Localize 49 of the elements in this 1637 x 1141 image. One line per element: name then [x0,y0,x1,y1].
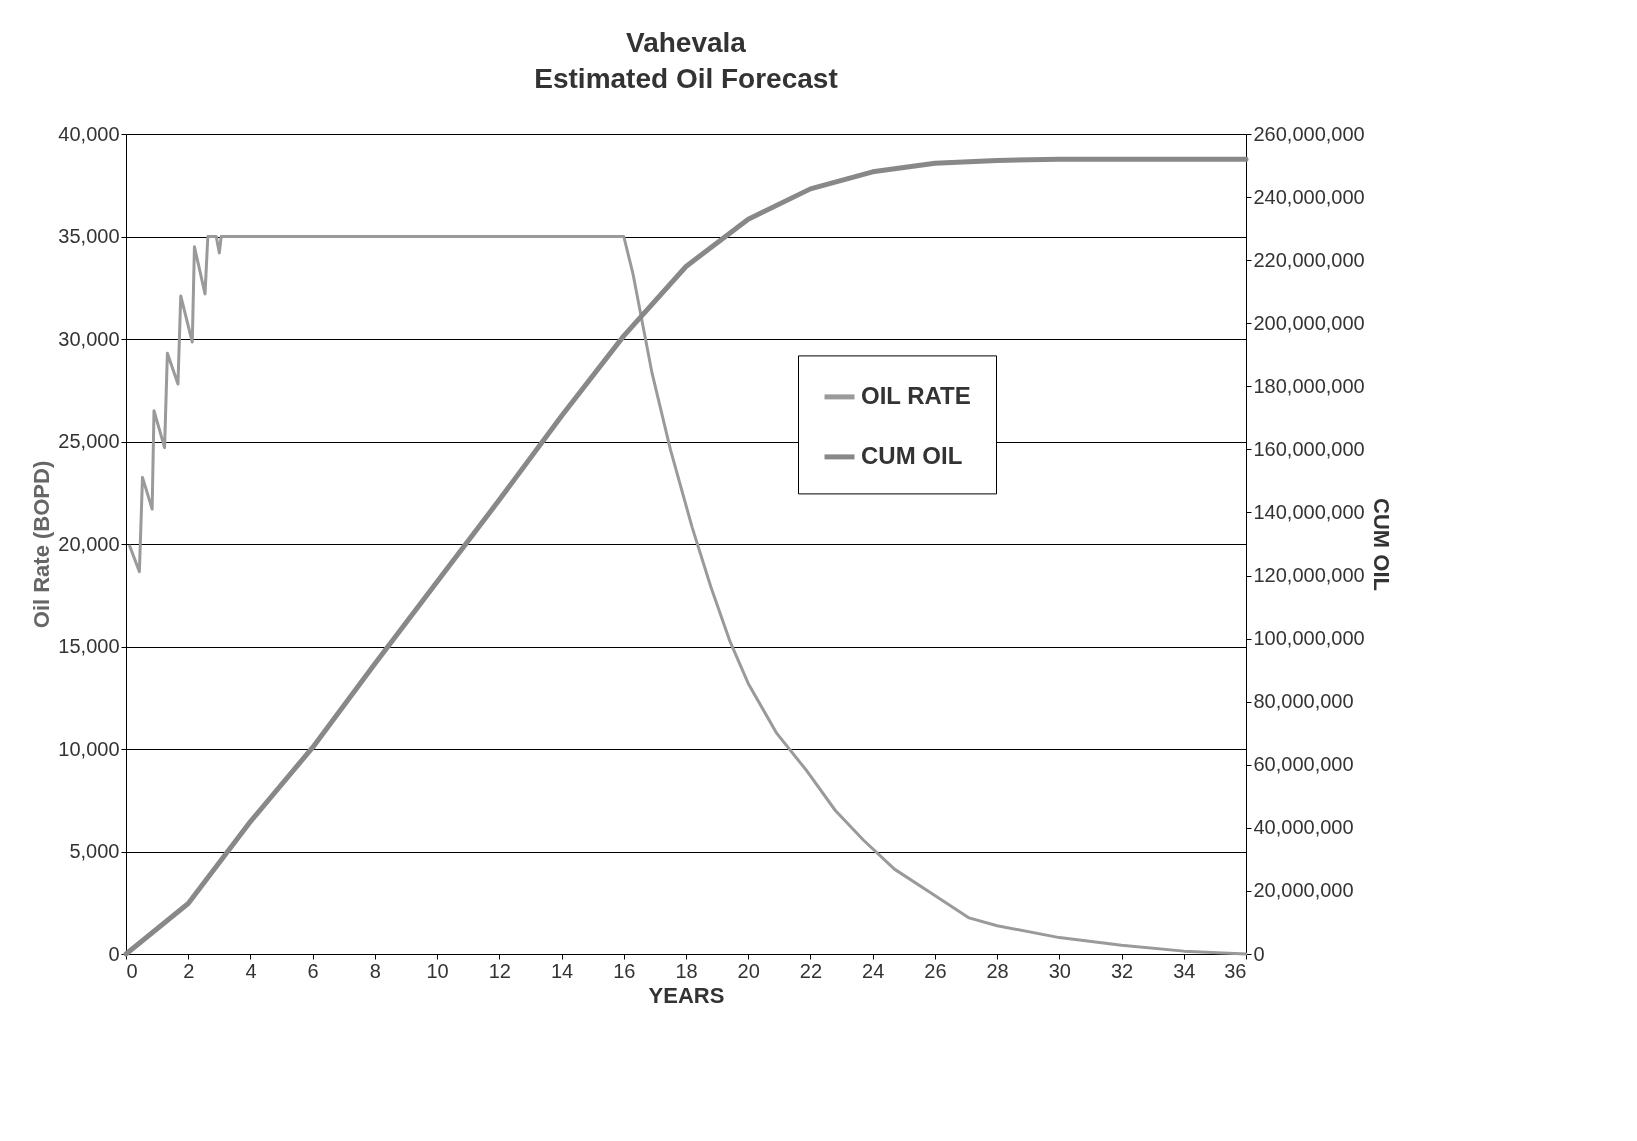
x-tick-label: 2 [183,959,195,982]
y2-tick-label: 180,000,000 [1253,374,1365,397]
x-tick-label: 30 [1048,959,1071,982]
y-tick-label: 5,000 [69,840,120,862]
y2-tick-label: 20,000,000 [1253,879,1354,902]
y2-tick-label: 60,000,000 [1253,753,1354,776]
x-axis-title: YEARS [648,982,725,1008]
x-tick-label: 16 [613,959,636,982]
y2-tick-label: 140,000,000 [1253,500,1365,523]
x-tick-label: 6 [307,959,319,982]
y-tick-label: 10,000 [58,737,120,760]
x-tick-label: 8 [369,959,381,982]
y2-tick-label: 80,000,000 [1253,690,1354,713]
x-tick-label: 14 [550,959,574,982]
x-tick-label: 28 [986,959,1009,982]
y2-tick-label: 240,000,000 [1253,185,1365,208]
y2-tick-label: 160,000,000 [1253,437,1365,460]
y-tick-label: 15,000 [58,635,120,657]
legend-label: OIL RATE [861,381,971,409]
x-tick-label: 12 [488,959,511,982]
y-tick-label: 30,000 [58,327,120,350]
x-tick-label: 26 [924,959,947,982]
y2-tick-label: 0 [1253,942,1265,965]
x-tick-label: 34 [1173,959,1196,982]
y-tick-label: 0 [108,942,120,965]
y-axis-title: Oil Rate (BOPD) [29,460,55,629]
x-tick-label: 10 [426,959,449,982]
legend-label: CUM OIL [861,441,963,469]
y2-tick-label: 220,000,000 [1253,248,1365,271]
y2-tick-label: 120,000,000 [1253,564,1365,587]
chart-title: Vahevala [626,27,747,58]
x-tick-label: 36 [1224,959,1247,982]
y2-tick-label: 200,000,000 [1253,311,1365,334]
x-tick-label: 22 [799,959,823,982]
x-tick-label: 4 [245,959,257,982]
y-tick-label: 20,000 [58,532,120,555]
x-tick-label: 0 [126,959,138,982]
y2-axis-title: CUM OIL [1368,498,1394,591]
y2-tick-label: 100,000,000 [1253,627,1365,650]
x-tick-label: 20 [737,959,760,982]
y-tick-label: 25,000 [58,430,120,452]
x-tick-label: 32 [1110,959,1134,982]
y-tick-label: 40,000 [58,122,120,145]
y2-tick-label: 40,000,000 [1253,816,1354,839]
x-tick-label: 18 [675,959,698,982]
chart-subtitle: Estimated Oil Forecast [534,63,838,94]
y-tick-label: 35,000 [58,225,120,247]
x-tick-label: 24 [862,959,885,982]
y2-tick-label: 260,000,000 [1253,122,1365,145]
